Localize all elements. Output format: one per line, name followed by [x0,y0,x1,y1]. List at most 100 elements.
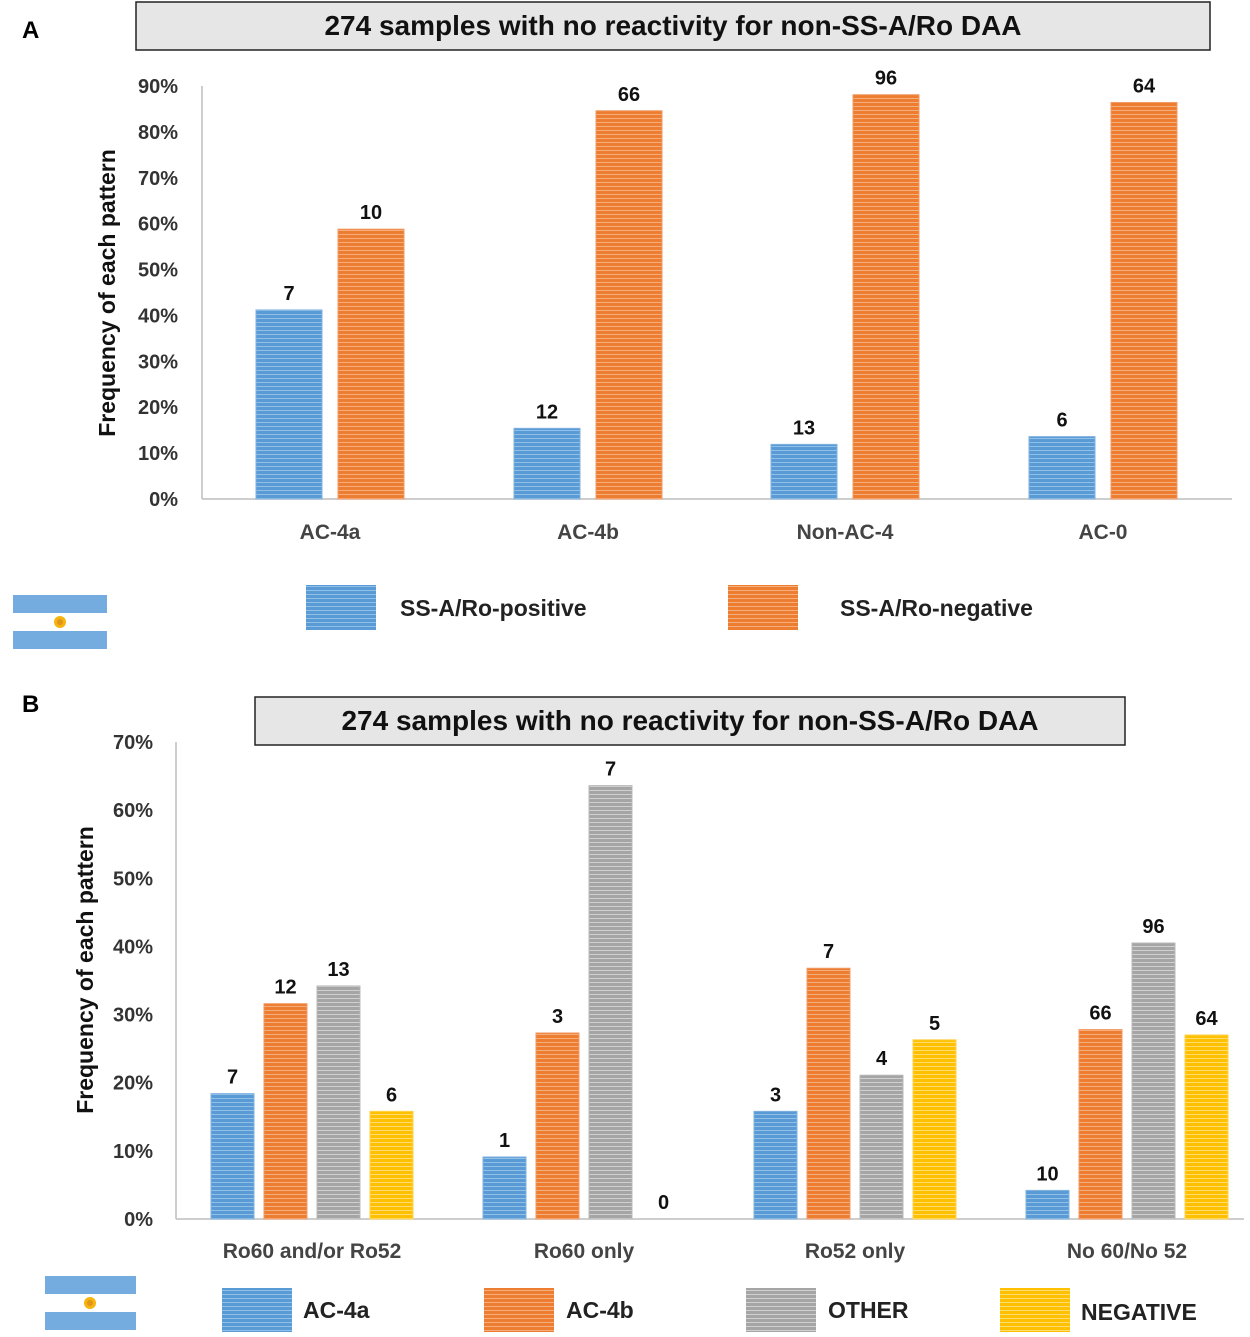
chart-b-ylabel: Frequency of each pattern [72,826,98,1114]
bar-ss-a-ro-positive-non-ac-4 [770,443,838,500]
chart-a-y-tick-label: 70% [138,168,178,190]
bar-ac-4b-ro60-only [535,1032,580,1220]
data-label-ac-4a-ro52-only: 3 [770,1084,781,1106]
chart-b-title: 274 samples with no reactivity for non-S… [341,705,1038,736]
data-label-ac-4b-ro60-and-or-ro52: 12 [274,977,296,999]
legend-label-other: OTHER [828,1297,909,1323]
bar-ss-a-ro-negative-ac-4b [595,110,663,500]
data-label-negative-ro60-and-or-ro52: 6 [386,1084,397,1106]
bar-negative-no-60-no-52 [1184,1034,1229,1220]
bar-ac-4a-ro60-only [482,1156,527,1220]
chart-a-y-tick-label: 10% [138,443,178,465]
chart-a-category-label: Non-AC-4 [797,521,894,544]
bar-ac-4a-ro52-only [753,1110,798,1220]
chart-a-y-tick-label: 50% [138,260,178,282]
chart-b-y-tick-label: 10% [113,1141,153,1163]
bar-ss-a-ro-positive-ac-4b [513,427,581,500]
chart-a-data-labels: 7 10 12 66 13 96 6 64 [283,68,1156,440]
bar-ss-a-ro-negative-ac-4a [337,228,405,500]
legend-label-ac-4a: AC-4a [303,1297,370,1323]
chart-b-title-box [254,696,1126,746]
chart-b-y-tick-label: 60% [113,800,153,822]
bar-other-no-60-no-52 [1131,942,1176,1220]
chart-a-bars [255,94,1178,500]
chart-a-axes: 0% 10% 20% 30% 40% 50% 60% 70% 80% 90% AC-4a AC-4b N… [138,76,1232,544]
legend-swatch-ss-a-ro-positive [306,585,376,630]
chart-a-y-tick-label: 80% [138,122,178,144]
bar-ac-4b-ro52-only [806,967,851,1220]
data-label-negative-ro60-only: 0 [658,1192,669,1214]
chart-b-category-label: No 60/No 52 [1067,1240,1187,1263]
chart-a-y-tick-label: 90% [138,76,178,98]
data-label-ss-a-ro-negative-ac-4b: 66 [618,84,640,106]
legend-label-negative: NEGATIVE [1081,1299,1197,1325]
data-label-ac-4a-ro60-and-or-ro52: 7 [227,1067,238,1089]
legend-label-ac-4b: AC-4b [566,1297,634,1323]
bar-ac-4a-no-60-no-52 [1025,1189,1070,1220]
bar-ss-a-ro-negative-non-ac-4 [852,94,920,500]
chart-b-y-tick-label: 0% [124,1209,153,1231]
bar-ss-a-ro-positive-ac-4a [255,309,323,500]
chart-a-y-tick-label: 20% [138,397,178,419]
panel-letter-a: A [22,17,39,44]
data-label-ss-a-ro-negative-ac-0: 64 [1133,76,1156,98]
data-label-negative-ro52-only: 5 [929,1013,940,1035]
bar-ss-a-ro-positive-ac-0 [1028,436,1096,500]
chart-a-y-tick-label: 30% [138,351,178,373]
data-label-negative-no-60-no-52: 64 [1195,1008,1218,1030]
legend-label-ss-a-ro-negative: SS-A/Ro-negative [840,595,1033,621]
data-label-ac-4b-ro52-only: 7 [823,941,834,963]
chart-b-category-label: Ro52 only [805,1240,906,1263]
data-label-ss-a-ro-negative-non-ac-4: 96 [875,68,897,90]
data-label-ss-a-ro-positive-ac-4a: 7 [283,283,294,305]
data-label-other-no-60-no-52: 96 [1142,916,1164,938]
legend-swatch-ac-4b [484,1288,554,1332]
chart-a-y-tick-label: 60% [138,214,178,236]
chart-a-category-label: AC-0 [1078,521,1127,544]
chart-a-category-label: AC-4b [557,521,619,544]
chart-b-y-tick-label: 50% [113,868,153,890]
legend-swatch-negative [1000,1288,1070,1332]
bar-ss-a-ro-negative-ac-0 [1110,102,1178,500]
chart-b-axes: 0% 10% 20% 30% 40% 50% 60% 70% Ro60 and/or Ro52 R… [113,732,1244,1263]
chart-b-bars [210,785,1229,1220]
bar-ac-4b-ro60-and-or-ro52 [263,1003,308,1220]
chart-b-category-label: Ro60 and/or Ro52 [223,1240,402,1263]
chart-a-title: 274 samples with no reactivity for non-S… [324,10,1021,41]
panel-letter-b: B [22,691,39,718]
data-label-ac-4a-no-60-no-52: 10 [1036,1163,1058,1185]
argentina-flag-icon-a [13,595,107,649]
data-label-other-ro60-only: 7 [605,759,616,781]
bar-other-ro60-only [588,785,633,1220]
data-label-ac-4b-no-60-no-52: 66 [1089,1003,1111,1025]
data-label-ss-a-ro-positive-ac-4b: 12 [536,401,558,423]
chart-b-legend: AC-4a AC-4b OTHER NEGATIVE [222,1288,1197,1332]
bar-ac-4a-ro60-and-or-ro52 [210,1093,255,1220]
bar-ac-4b-no-60-no-52 [1078,1029,1123,1220]
chart-a-y-tick-label: 40% [138,305,178,327]
bar-negative-ro52-only [912,1039,957,1220]
chart-b-y-tick-label: 30% [113,1005,153,1027]
chart-a-y-tick-label: 0% [149,489,178,511]
data-label-other-ro60-and-or-ro52: 13 [327,959,349,981]
chart-a-ylabel: Frequency of each pattern [94,149,120,437]
data-label-ac-4b-ro60-only: 3 [552,1006,563,1028]
chart-b-y-tick-label: 70% [113,732,153,754]
bar-negative-ro60-and-or-ro52 [369,1110,414,1220]
chart-a-category-label: AC-4a [300,521,361,544]
bar-other-ro52-only [859,1074,904,1220]
chart-a-title-box [135,1,1211,51]
legend-label-ss-a-ro-positive: SS-A/Ro-positive [400,595,587,621]
data-label-other-ro52-only: 4 [876,1048,888,1070]
legend-swatch-ac-4a [222,1288,292,1332]
data-label-ss-a-ro-positive-ac-0: 6 [1056,410,1067,432]
bar-other-ro60-and-or-ro52 [316,985,361,1220]
data-label-ss-a-ro-negative-ac-4a: 10 [360,202,382,224]
legend-swatch-ss-a-ro-negative [728,585,798,630]
chart-b-y-tick-label: 20% [113,1073,153,1095]
legend-swatch-other [746,1288,816,1332]
chart-b-y-tick-label: 40% [113,936,153,958]
chart-b-category-label: Ro60 only [534,1240,635,1263]
